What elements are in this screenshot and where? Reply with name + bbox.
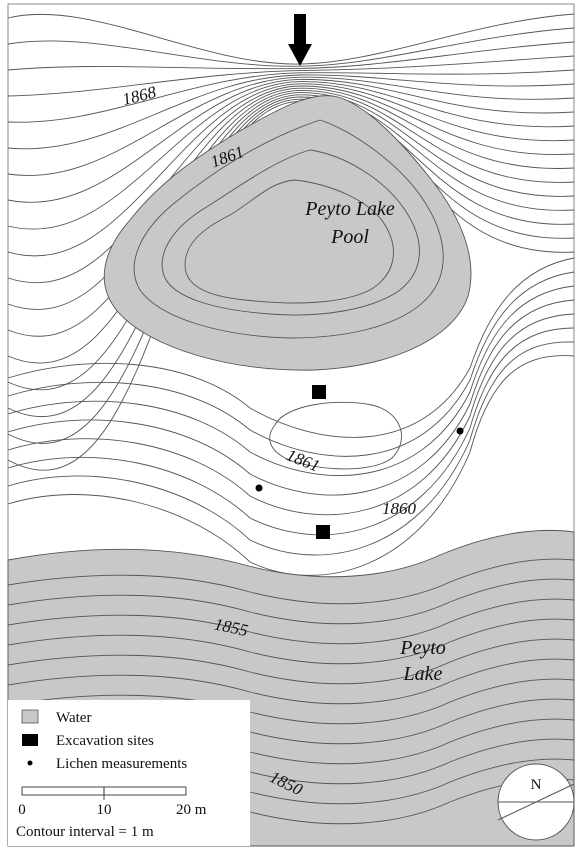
lichen-measurement-marker [456,427,464,435]
contour-line [7,92,575,364]
legend-water-label: Water [56,710,91,726]
contour-line [7,27,575,67]
contour-line [7,678,575,725]
pool-label-line1: Peyto Lake [304,198,395,220]
legend-excavation-label: Excavation sites [56,733,154,749]
compass-icon: N [497,763,575,841]
contour-interval-label: Contour interval = 1 m [16,824,154,840]
mid-contours [7,257,575,576]
legend: Water Excavation sites Lichen measuremen… [8,700,250,846]
contour-line [7,87,575,310]
contour-line [7,69,575,123]
lichen-measurement-marker [255,484,263,492]
legend-lichen-label: Lichen measurements [56,756,187,772]
contour-line [7,578,575,625]
contour-line [7,76,575,176]
contour-line [7,355,575,576]
contour-label-1860: 1860 [382,499,417,518]
contour-line [7,55,575,97]
excavation-site-marker [316,525,330,539]
contour-line [7,257,575,438]
contour-line [7,271,575,457]
north-contours [7,13,575,471]
scale-bar [21,786,187,800]
lake-label-line2: Lake [403,663,443,685]
contour-line [7,638,575,685]
legend-water-swatch [21,709,39,724]
contour-line [7,89,575,337]
contour-line [7,558,575,605]
contour-line [7,78,575,203]
contour-line [7,618,575,665]
contour-line [7,94,575,391]
contour-line [7,96,575,418]
contour-1861-loop [269,401,402,470]
contour-line [7,313,575,516]
lake-label-line1: Peyto [399,637,446,659]
contour-line [7,658,575,705]
contour-line [7,83,575,257]
contour-line [7,598,575,645]
legend-lichen-swatch [27,760,33,766]
contour-line [7,299,575,496]
arrow-down-icon [288,14,312,66]
contour-line [7,41,575,71]
scale-label-10: 10 [97,802,112,818]
excavation-site-marker [312,385,326,399]
pool-label-line2: Pool [330,226,369,248]
contour-line [7,341,575,556]
legend-excavation-swatch [22,734,38,746]
contour-line [7,74,575,150]
contour-line [7,81,575,230]
contour-line [7,85,575,284]
scale-label-20: 20 m [176,802,207,818]
north-label: N [531,777,542,793]
contour-line [7,327,575,536]
scale-label-0: 0 [18,802,26,818]
contour-line [7,285,575,477]
